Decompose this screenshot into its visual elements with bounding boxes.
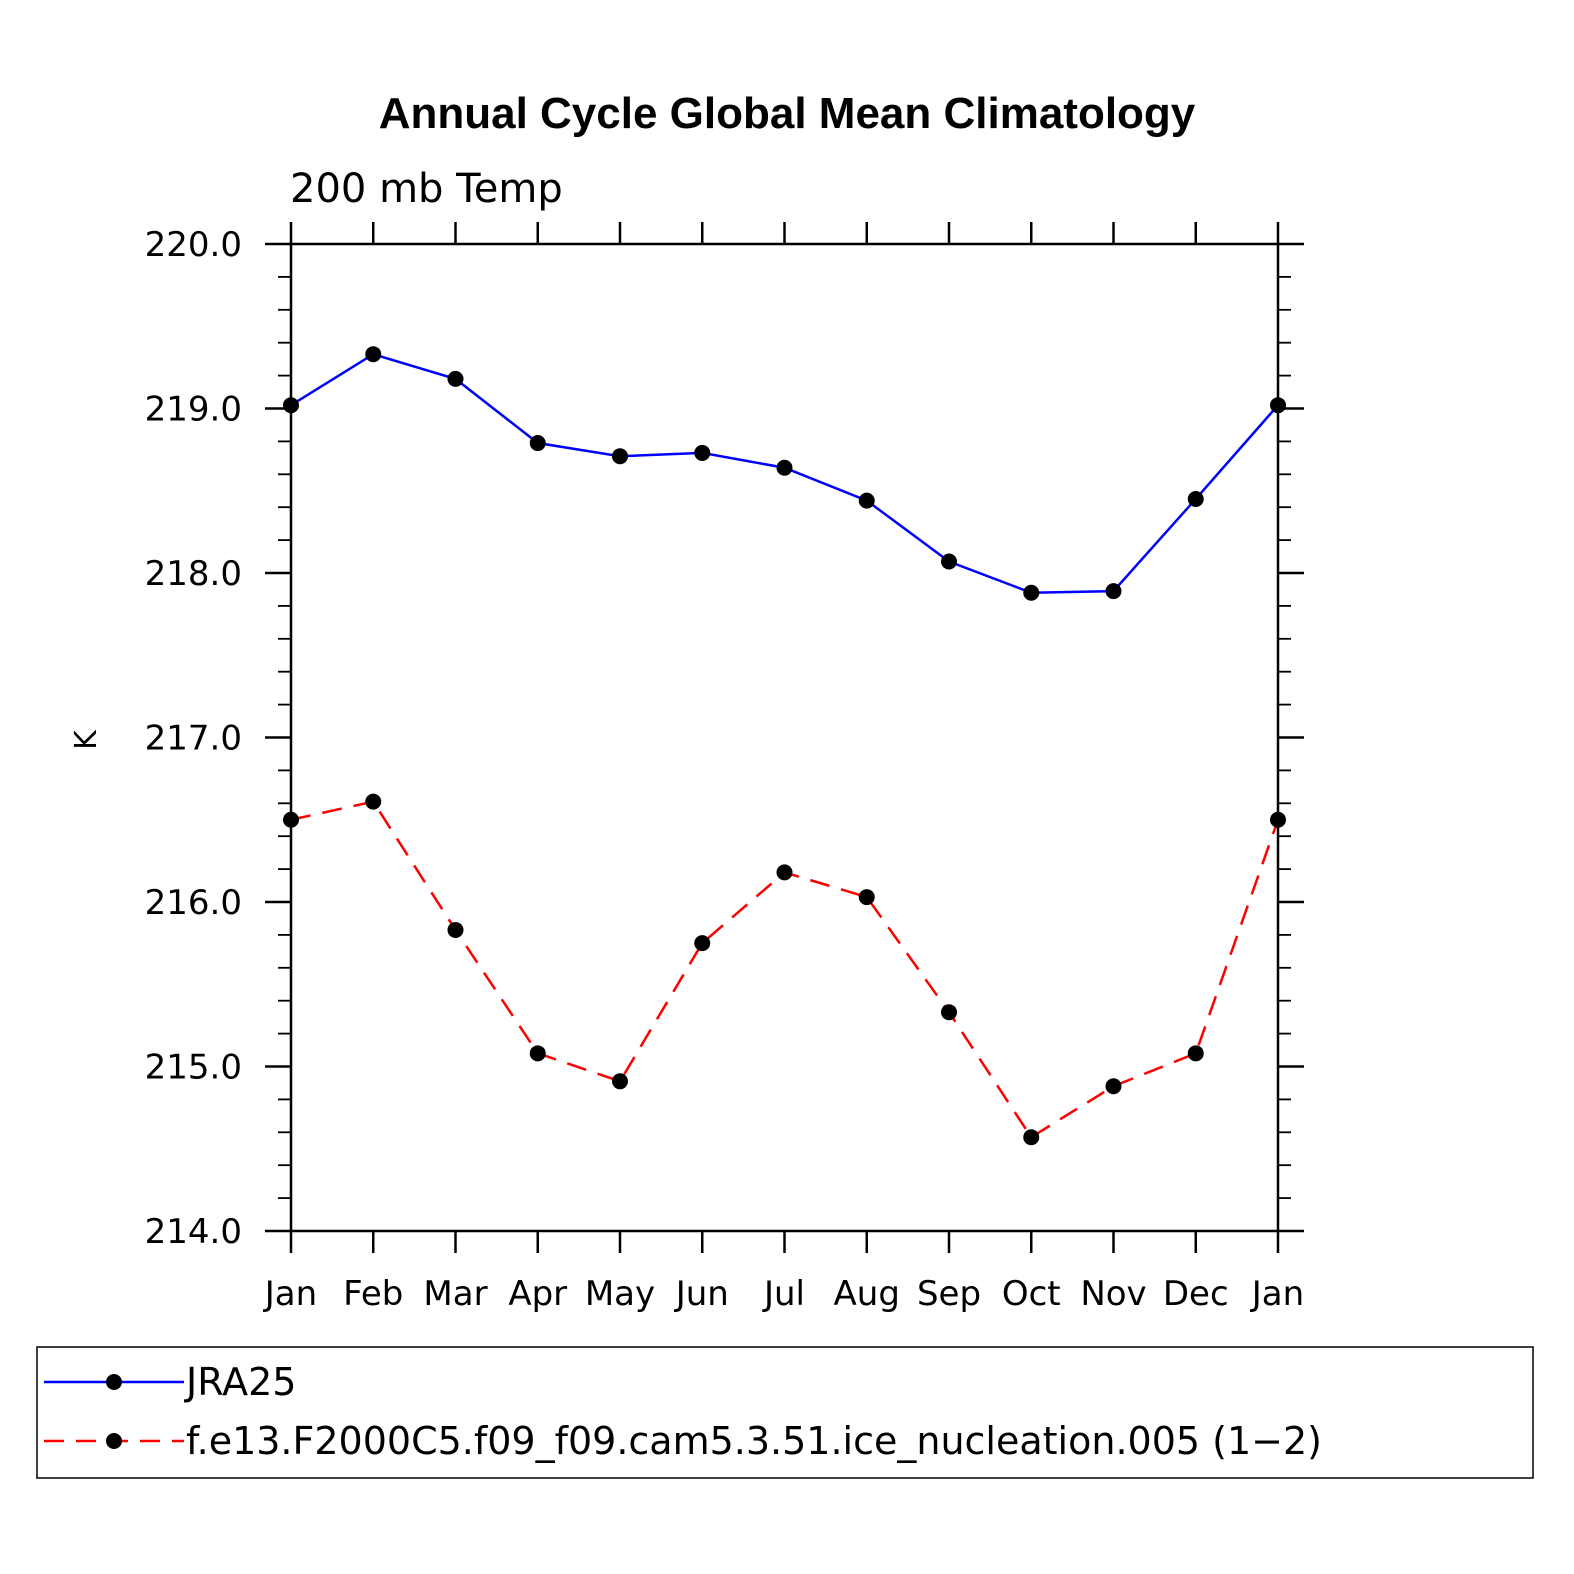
y-axis-label: K bbox=[69, 729, 104, 750]
legend-marker bbox=[106, 1374, 122, 1390]
data-point bbox=[1187, 490, 1204, 507]
data-point bbox=[283, 397, 299, 414]
data-point bbox=[1270, 811, 1286, 828]
data-point bbox=[776, 864, 793, 881]
data-point bbox=[941, 1004, 957, 1021]
data-point bbox=[776, 459, 793, 476]
legend-label: f.e13.F2000C5.f09_f09.cam5.3.51.ice_nucl… bbox=[186, 1419, 1322, 1463]
x-tick-label: Nov bbox=[1080, 1274, 1146, 1314]
x-tick-label: Jun bbox=[674, 1274, 729, 1314]
y-tick-label: 217.0 bbox=[145, 719, 242, 759]
data-point bbox=[529, 1045, 546, 1062]
data-point bbox=[858, 889, 875, 906]
x-tick-label: Jan bbox=[1250, 1274, 1304, 1314]
series-layer bbox=[283, 346, 1286, 1146]
data-point bbox=[1023, 584, 1040, 601]
chart-title: Annual Cycle Global Mean Climatology bbox=[379, 89, 1196, 138]
data-point bbox=[1023, 1129, 1040, 1146]
x-tick-label: Jul bbox=[762, 1274, 805, 1314]
plot-frame bbox=[289, 242, 1280, 1233]
data-point bbox=[447, 370, 464, 387]
data-point bbox=[1270, 397, 1286, 414]
legend-label: JRA25 bbox=[184, 1360, 296, 1404]
data-point bbox=[612, 1073, 628, 1090]
x-tick-label: May bbox=[585, 1274, 655, 1314]
y-tick-label: 214.0 bbox=[145, 1212, 242, 1252]
x-tick-label: Aug bbox=[834, 1274, 900, 1314]
x-tick-label: Oct bbox=[1002, 1274, 1061, 1314]
legend-marker bbox=[106, 1433, 122, 1449]
data-point bbox=[283, 811, 299, 828]
y-tick-label: 215.0 bbox=[145, 1048, 242, 1088]
data-point bbox=[858, 492, 875, 509]
chart-subtitle: 200 mb Temp bbox=[290, 166, 563, 212]
x-tick-label: Dec bbox=[1163, 1274, 1229, 1314]
data-point bbox=[694, 444, 711, 461]
data-point bbox=[941, 553, 957, 570]
x-tick-label: Jan bbox=[263, 1274, 317, 1314]
legend-box bbox=[36, 1346, 1534, 1479]
data-point bbox=[447, 921, 464, 938]
data-point bbox=[365, 793, 382, 810]
data-point bbox=[529, 435, 546, 452]
data-point bbox=[1187, 1045, 1204, 1062]
x-tick-label: Feb bbox=[343, 1274, 403, 1314]
x-tick-label: Apr bbox=[508, 1274, 567, 1314]
y-tick-label: 216.0 bbox=[145, 883, 242, 923]
x-tick-label: Mar bbox=[423, 1274, 487, 1314]
data-point bbox=[1105, 1078, 1122, 1095]
legend: JRA25 f.e13.F2000C5.f09_f09.cam5.3.51.ice… bbox=[36, 1346, 1534, 1479]
series-line-2 bbox=[290, 800, 1280, 1139]
data-point bbox=[612, 448, 628, 465]
y-tick-label: 218.0 bbox=[145, 554, 242, 594]
y-tick-label: 220.0 bbox=[145, 225, 242, 265]
data-point bbox=[365, 346, 382, 363]
axes: Jan Feb Mar Apr May Jun Jul Aug Sep Oct Nov Dec Jan 2… bbox=[145, 222, 1304, 1314]
y-tick-label: 219.0 bbox=[145, 390, 242, 430]
data-point bbox=[694, 935, 711, 952]
data-point bbox=[1105, 583, 1122, 600]
x-tick-label: Sep bbox=[917, 1274, 981, 1314]
